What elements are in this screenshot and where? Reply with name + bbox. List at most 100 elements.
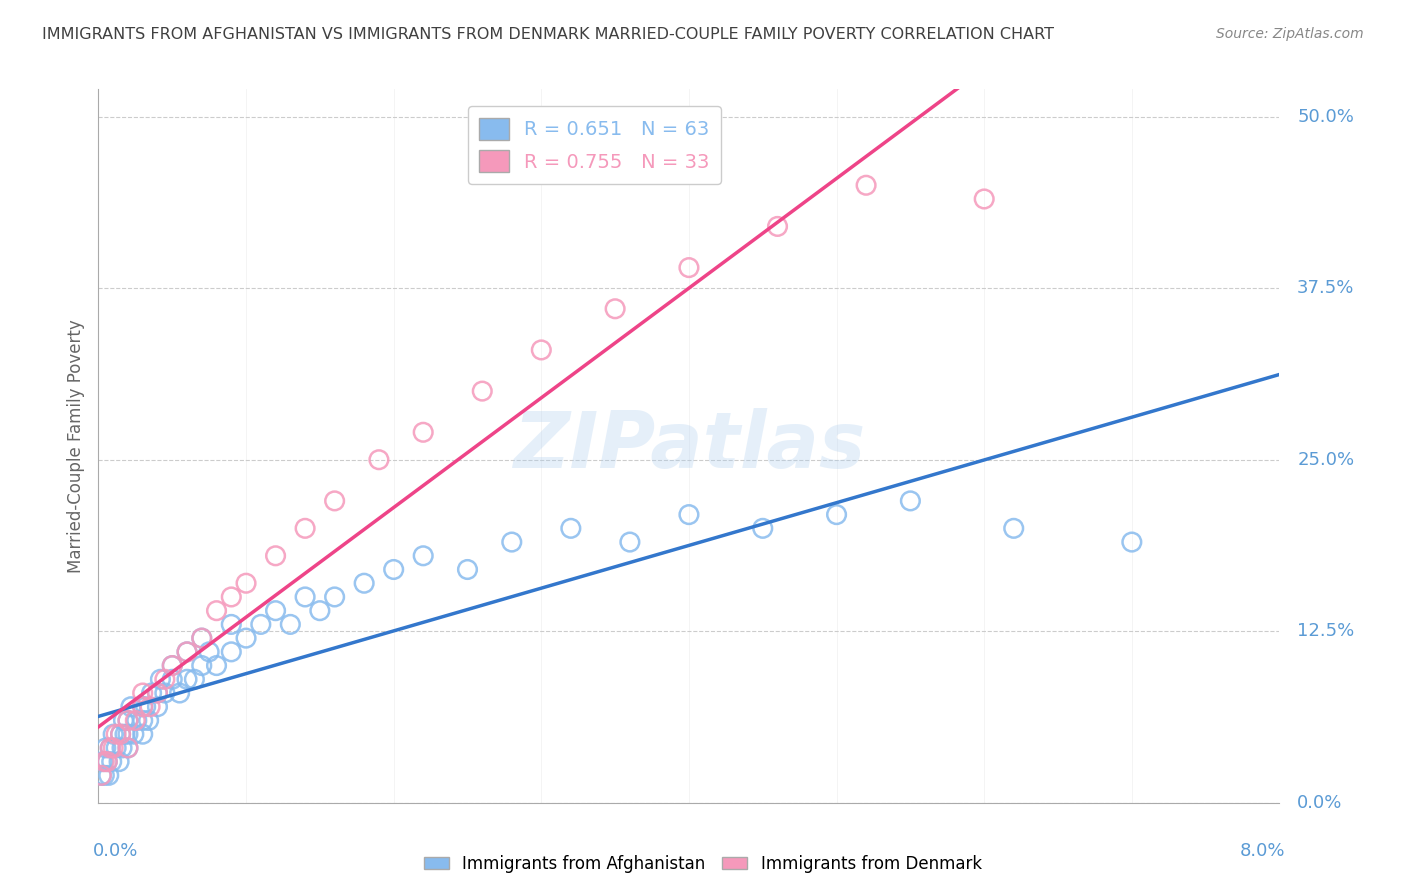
Point — [619, 535, 641, 549]
Point — [264, 549, 287, 563]
Point — [900, 494, 922, 508]
Point — [973, 192, 995, 206]
Point — [471, 384, 494, 398]
Point — [294, 590, 316, 604]
Point — [323, 590, 346, 604]
Point — [108, 755, 131, 769]
Point — [162, 673, 183, 687]
Point — [221, 645, 243, 659]
Point — [191, 658, 214, 673]
Text: Source: ZipAtlas.com: Source: ZipAtlas.com — [1216, 27, 1364, 41]
Point — [117, 740, 139, 755]
Point — [153, 686, 176, 700]
Point — [125, 714, 148, 728]
Point — [132, 699, 155, 714]
Point — [146, 699, 169, 714]
Point — [110, 727, 132, 741]
Point — [149, 673, 172, 687]
Point — [183, 673, 205, 687]
Point — [353, 576, 375, 591]
Point — [146, 686, 169, 700]
Point — [169, 686, 191, 700]
Legend: Immigrants from Afghanistan, Immigrants from Denmark: Immigrants from Afghanistan, Immigrants … — [418, 848, 988, 880]
Point — [766, 219, 789, 234]
Point — [117, 740, 139, 755]
Legend: R = 0.651   N = 63, R = 0.755   N = 33: R = 0.651 N = 63, R = 0.755 N = 33 — [468, 106, 721, 184]
Point — [176, 673, 198, 687]
Point — [100, 755, 122, 769]
Point — [96, 755, 118, 769]
Point — [855, 178, 877, 193]
Point — [235, 576, 257, 591]
Point — [141, 686, 163, 700]
Point — [205, 604, 228, 618]
Point — [117, 714, 139, 728]
Point — [117, 727, 139, 741]
Point — [368, 452, 391, 467]
Point — [98, 740, 121, 755]
Point — [191, 631, 214, 645]
Point — [221, 617, 243, 632]
Point — [105, 740, 128, 755]
Point — [198, 645, 221, 659]
Text: ZIPatlas: ZIPatlas — [513, 408, 865, 484]
Point — [153, 673, 176, 687]
Text: 50.0%: 50.0% — [1298, 108, 1354, 126]
Point — [132, 699, 155, 714]
Point — [264, 604, 287, 618]
Text: 25.0%: 25.0% — [1298, 450, 1354, 468]
Point — [112, 714, 135, 728]
Point — [176, 645, 198, 659]
Point — [1121, 535, 1143, 549]
Point — [103, 727, 125, 741]
Point — [412, 425, 434, 440]
Point — [105, 727, 128, 741]
Text: 0.0%: 0.0% — [1298, 794, 1343, 812]
Point — [235, 631, 257, 645]
Point — [90, 768, 112, 782]
Point — [1002, 521, 1025, 535]
Point — [530, 343, 553, 357]
Point — [752, 521, 775, 535]
Point — [191, 631, 214, 645]
Point — [94, 740, 117, 755]
Point — [323, 494, 346, 508]
Point — [501, 535, 523, 549]
Point — [605, 301, 627, 316]
Point — [138, 714, 160, 728]
Point — [110, 727, 132, 741]
Text: 12.5%: 12.5% — [1298, 623, 1354, 640]
Point — [139, 699, 162, 714]
Point — [111, 740, 134, 755]
Point — [122, 727, 145, 741]
Y-axis label: Married-Couple Family Poverty: Married-Couple Family Poverty — [66, 319, 84, 573]
Point — [560, 521, 582, 535]
Point — [294, 521, 316, 535]
Point — [176, 645, 198, 659]
Point — [250, 617, 273, 632]
Point — [205, 658, 228, 673]
Point — [120, 699, 142, 714]
Point — [678, 260, 700, 275]
Point — [93, 755, 115, 769]
Point — [309, 604, 332, 618]
Point — [162, 658, 183, 673]
Point — [412, 549, 434, 563]
Text: IMMIGRANTS FROM AFGHANISTAN VS IMMIGRANTS FROM DENMARK MARRIED-COUPLE FAMILY POV: IMMIGRANTS FROM AFGHANISTAN VS IMMIGRANT… — [42, 27, 1054, 42]
Point — [124, 714, 146, 728]
Text: 37.5%: 37.5% — [1298, 279, 1354, 297]
Point — [280, 617, 302, 632]
Point — [135, 699, 157, 714]
Point — [132, 727, 155, 741]
Point — [90, 768, 112, 782]
Point — [91, 755, 114, 769]
Point — [103, 740, 125, 755]
Point — [678, 508, 700, 522]
Point — [221, 590, 243, 604]
Point — [93, 768, 115, 782]
Text: 8.0%: 8.0% — [1240, 842, 1285, 860]
Point — [457, 562, 479, 576]
Point — [117, 714, 139, 728]
Point — [97, 768, 120, 782]
Point — [162, 658, 183, 673]
